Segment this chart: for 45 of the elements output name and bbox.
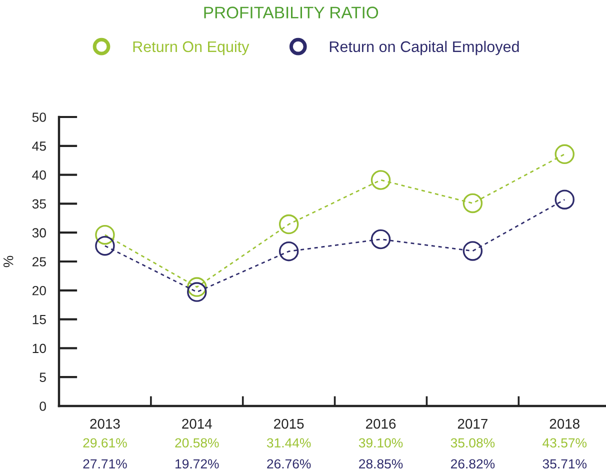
y-tick-label: 40 xyxy=(32,170,46,180)
y-tick-label: 0 xyxy=(40,402,46,411)
y-tick-label: 45 xyxy=(32,142,46,151)
x-tick-label: 2015 xyxy=(274,418,304,429)
x-tick-label: 2016 xyxy=(366,418,396,429)
data-label: 31.44% xyxy=(266,438,311,448)
x-tick-label: 2017 xyxy=(458,418,488,429)
y-tick-label: 50 xyxy=(32,112,46,122)
chart-title: PROFITABILITY RATIO xyxy=(204,6,378,18)
data-label: 39.10% xyxy=(358,438,403,448)
point xyxy=(278,214,299,234)
y-tick-label: 5 xyxy=(40,372,46,382)
x-tick-label: 2013 xyxy=(90,418,120,429)
legend-label: Return on Capital Employed xyxy=(330,40,519,56)
data-label: 19.72% xyxy=(176,459,219,469)
x-tick-label: 2014 xyxy=(182,418,212,429)
y-tick-label: 35 xyxy=(32,199,46,209)
point xyxy=(462,193,483,214)
data-label: 27.71% xyxy=(83,459,127,468)
data-label: 26.76% xyxy=(267,459,311,469)
legend-label: Return On Equity xyxy=(133,40,250,56)
y-tick-label: 30 xyxy=(32,228,46,238)
point xyxy=(187,282,207,302)
y-tick-label: 15 xyxy=(32,315,46,324)
point xyxy=(187,277,207,297)
point xyxy=(278,241,299,262)
data-label: 29.61% xyxy=(83,438,127,448)
y-tick-label: 10 xyxy=(32,344,46,354)
point xyxy=(462,241,483,261)
y-tick-label: 20 xyxy=(32,286,46,296)
y-axis-title: % xyxy=(3,256,14,268)
y-tick-label: 25 xyxy=(32,257,46,266)
data-label: 35.08% xyxy=(450,438,495,448)
point xyxy=(95,224,115,245)
point xyxy=(370,229,391,250)
point xyxy=(95,236,115,256)
data-label: 20.58% xyxy=(175,438,219,448)
data-label: 43.57% xyxy=(542,438,587,448)
point xyxy=(370,170,391,190)
data-label: 26.82% xyxy=(450,459,495,469)
data-label: 35.71% xyxy=(542,459,587,469)
point xyxy=(554,144,574,164)
data-label: 28.85% xyxy=(359,459,403,469)
x-tick-label: 2018 xyxy=(550,418,580,429)
point xyxy=(554,190,574,210)
